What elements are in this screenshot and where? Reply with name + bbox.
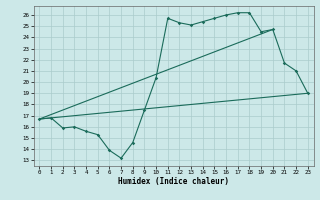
- X-axis label: Humidex (Indice chaleur): Humidex (Indice chaleur): [118, 177, 229, 186]
